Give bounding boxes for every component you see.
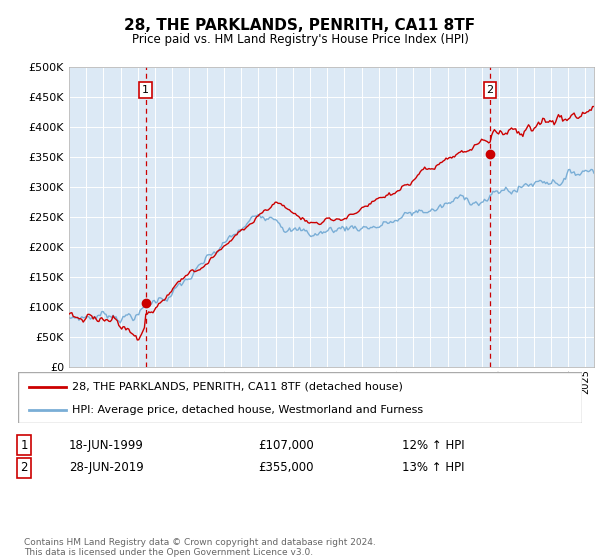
- Text: 1: 1: [20, 438, 28, 452]
- Text: 1: 1: [142, 85, 149, 95]
- Text: 28, THE PARKLANDS, PENRITH, CA11 8TF: 28, THE PARKLANDS, PENRITH, CA11 8TF: [124, 18, 476, 32]
- Text: 28, THE PARKLANDS, PENRITH, CA11 8TF (detached house): 28, THE PARKLANDS, PENRITH, CA11 8TF (de…: [71, 381, 403, 391]
- Text: Price paid vs. HM Land Registry's House Price Index (HPI): Price paid vs. HM Land Registry's House …: [131, 32, 469, 46]
- Text: £107,000: £107,000: [258, 438, 314, 452]
- Text: 12% ↑ HPI: 12% ↑ HPI: [402, 438, 464, 452]
- Text: 2: 2: [487, 85, 494, 95]
- Text: 2: 2: [20, 461, 28, 474]
- Text: Contains HM Land Registry data © Crown copyright and database right 2024.
This d: Contains HM Land Registry data © Crown c…: [24, 538, 376, 557]
- Text: 28-JUN-2019: 28-JUN-2019: [69, 461, 144, 474]
- Text: HPI: Average price, detached house, Westmorland and Furness: HPI: Average price, detached house, West…: [71, 405, 423, 415]
- Text: 13% ↑ HPI: 13% ↑ HPI: [402, 461, 464, 474]
- Text: £355,000: £355,000: [258, 461, 314, 474]
- Text: 18-JUN-1999: 18-JUN-1999: [69, 438, 144, 452]
